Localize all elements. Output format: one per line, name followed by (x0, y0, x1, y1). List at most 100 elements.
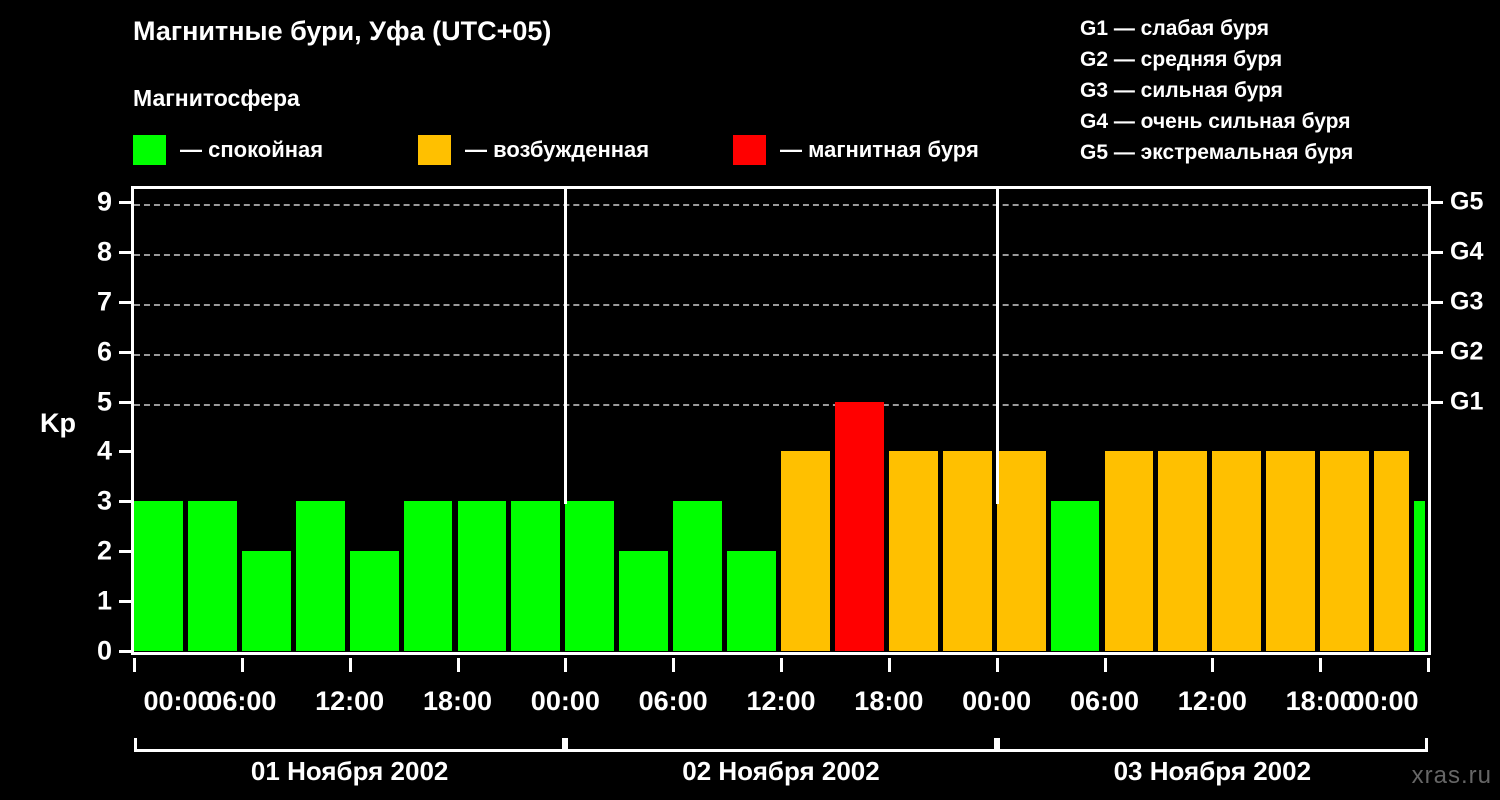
x-tick-mark-4 (564, 658, 568, 672)
bar (673, 501, 723, 651)
legend-label-unsettled: — возбужденная (465, 137, 650, 162)
gridlines (134, 189, 1428, 652)
g-scale-legend: G1 — слабая буря G2 — средняя буря G3 — си… (1080, 13, 1500, 168)
gridline-kp-8 (134, 253, 1428, 256)
bar (942, 451, 992, 651)
date-label-3: 03 Ноября 2002 (1113, 756, 1312, 786)
bar (996, 451, 1046, 651)
x-tick-label-1: 06:00 (207, 686, 277, 716)
y-axis-ticks: 0 1 2 3 4 5 6 7 8 9 (80, 186, 112, 666)
bar (888, 451, 938, 651)
y-tick-label-8: 8 (96, 236, 112, 267)
bar (1374, 451, 1409, 651)
y-tick-mark-1 (119, 600, 131, 604)
plot-area (131, 186, 1431, 655)
x-tick-mark-6 (780, 658, 783, 672)
bar (565, 501, 615, 651)
bar (403, 501, 453, 651)
y-tick-mark-3 (119, 500, 131, 504)
bar (241, 551, 291, 651)
legend: — спокойная — возбужденная — магнитная бур… (133, 133, 1033, 167)
y-tick-label-2: 2 (96, 535, 112, 566)
g-tick-label-G4: G4 (1450, 237, 1484, 266)
bar (1320, 451, 1370, 651)
y-tick-label-1: 1 (96, 585, 112, 616)
y-tick-label-3: 3 (96, 485, 112, 516)
x-tick-mark-10 (1211, 658, 1215, 672)
x-tick-mark-3 (456, 658, 460, 672)
x-tick-mark-7 (887, 658, 891, 672)
x-tick-label-11: 18:00 (1285, 686, 1355, 716)
g-tick-mark-G2 (1431, 350, 1443, 354)
x-tick-label-3: 18:00 (422, 686, 493, 716)
x-tick-label-9: 06:00 (1069, 686, 1140, 716)
bar (1212, 451, 1262, 651)
x-tick-label-5: 06:00 (638, 686, 708, 716)
legend-item-storm: — магнитная буря (733, 133, 979, 167)
gridline-kp-6 (134, 353, 1428, 356)
bar (134, 501, 183, 651)
bar (457, 501, 507, 651)
legend-label-quiet: — спокойная (180, 137, 324, 162)
g-tick-mark-G4 (1431, 250, 1443, 254)
bar (295, 501, 345, 651)
bar (1266, 451, 1316, 651)
x-tick-label-7: 18:00 (854, 686, 924, 716)
date-bracket-1 (134, 738, 566, 752)
legend-item-unsettled: — возбужденная (418, 133, 649, 167)
date-bracket-2 (565, 738, 997, 752)
y-tick-label-0: 0 (96, 635, 112, 666)
x-tick-label-12: 00:00 (1349, 686, 1419, 716)
y-tick-mark-9 (119, 201, 131, 204)
x-tick-mark-8 (995, 658, 999, 672)
day-separator (995, 189, 999, 505)
y-axis-title: Kp (40, 408, 76, 438)
y-tick-label-4: 4 (96, 435, 112, 466)
x-tick-label-4: 00:00 (530, 686, 600, 716)
x-tick-mark-11 (1319, 658, 1323, 672)
date-bracket-3 (996, 738, 1428, 752)
g-tick-mark-G5 (1431, 201, 1443, 204)
y-tick-mark-6 (119, 350, 131, 354)
x-tick-mark-12 (1427, 658, 1430, 672)
g-tick-label-G5: G5 (1450, 187, 1484, 216)
g-scale-row-2: G2 — средняя буря (1080, 48, 1283, 71)
magnetosphere-label: Магнитосфера (133, 85, 300, 111)
bar (349, 551, 399, 651)
day-separators (134, 189, 1428, 652)
legend-label-storm: — магнитная буря (780, 137, 979, 162)
x-tick-mark-2 (348, 658, 352, 672)
x-tick-label-6: 12:00 (746, 686, 816, 716)
x-tick-label-8: 00:00 (962, 686, 1032, 716)
g-tick-label-G1: G1 (1450, 387, 1484, 416)
g-tick-label-G3: G3 (1450, 287, 1484, 316)
g-scale-row-4: G4 — очень сильная буря (1080, 110, 1351, 133)
g-tick-label-G2: G2 (1450, 337, 1484, 366)
bar (1104, 451, 1154, 651)
y-tick-label-6: 6 (96, 336, 112, 367)
legend-swatch-unsettled (418, 135, 451, 165)
page-title: Магнитные бури, Уфа (UTC+05) (133, 16, 552, 46)
x-tick-label-2: 12:00 (315, 686, 385, 716)
g-scale-row-1: G1 — слабая буря (1080, 17, 1270, 40)
date-label-2: 02 Ноября 2002 (682, 756, 880, 786)
bar (781, 451, 830, 651)
bar (1050, 501, 1100, 651)
gridline-kp-7 (134, 303, 1428, 306)
legend-swatch-quiet (133, 135, 166, 165)
g-tick-mark-G1 (1431, 400, 1443, 404)
x-tick-mark-5 (672, 658, 676, 672)
x-tick-label-0: 00:00 (143, 686, 213, 716)
bar (187, 501, 237, 651)
x-tick-mark-9 (1103, 658, 1107, 672)
legend-swatch-storm (733, 135, 766, 165)
y-tick-mark-7 (119, 300, 131, 304)
y-tick-mark-5 (119, 400, 131, 404)
x-tick-mark-1 (240, 658, 244, 672)
date-label-1: 01 Ноября 2002 (250, 756, 449, 786)
y-tick-label-9: 9 (96, 186, 112, 217)
bar (619, 551, 669, 651)
gridline-kp-9 (134, 204, 1428, 206)
x-tick-label-10: 12:00 (1177, 686, 1247, 716)
